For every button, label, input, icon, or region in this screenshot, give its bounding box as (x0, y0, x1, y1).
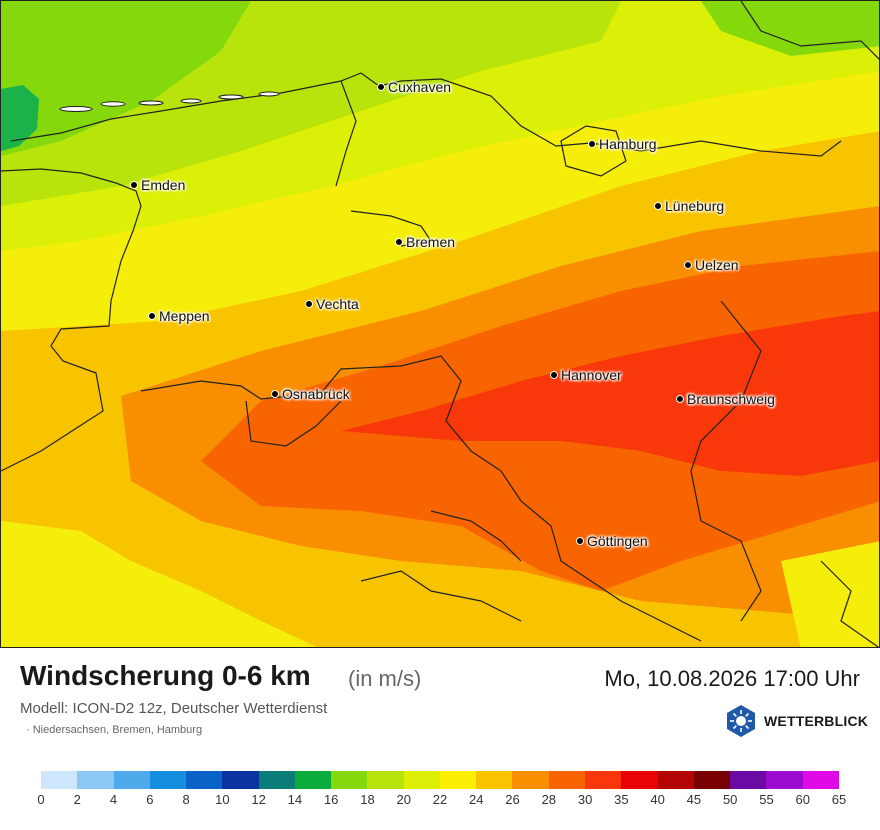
map-canvas (1, 1, 879, 647)
legend-swatch (657, 771, 694, 789)
map-title: Windscherung 0-6 km (20, 660, 311, 691)
legend-swatch (766, 771, 803, 789)
legend-swatch (802, 771, 839, 789)
legend-swatch (693, 771, 731, 789)
city-name: Bremen (406, 234, 456, 250)
legend-tick-label: 0 (37, 792, 45, 807)
legend-swatch (476, 771, 513, 789)
legend-tick-label: 26 (505, 792, 520, 807)
legend-tick-label: 18 (360, 792, 375, 807)
city-name: Hannover (561, 367, 622, 383)
legend-tick-label: 22 (432, 792, 448, 807)
city-label-hamburg: Hamburg (588, 136, 657, 152)
city-label-braunschweig: Braunschweig (676, 391, 775, 407)
city-label-bremen: Bremen (395, 234, 455, 250)
legend-swatch (621, 771, 658, 789)
legend-swatch (331, 771, 368, 789)
city-dot-icon (271, 390, 279, 399)
legend-swatch (367, 771, 404, 789)
city-dot-icon (588, 140, 596, 149)
legend-tick-label: 4 (109, 792, 118, 807)
legend-tick-label: 10 (215, 792, 230, 807)
city-name: Emden (141, 177, 186, 193)
city-name: Braunschweig (687, 391, 775, 407)
city-dot-icon (576, 537, 584, 546)
city-label-göttingen: Göttingen (576, 533, 648, 549)
legend-tick-label: 2 (73, 792, 81, 807)
city-dot-icon (654, 202, 662, 211)
city-name: Uelzen (695, 257, 739, 273)
legend-swatch (222, 771, 259, 789)
city-label-hannover: Hannover (550, 367, 622, 383)
legend-tick-label: 8 (182, 792, 190, 807)
legend-swatch (403, 771, 440, 789)
city-dot-icon (377, 83, 385, 92)
legend-tick-label: 50 (722, 792, 738, 807)
legend-tick-label: 40 (650, 792, 665, 807)
brand-name: WETTERBLICK (764, 713, 869, 729)
legend-tick-label: 35 (614, 792, 629, 807)
city-label-emden: Emden (130, 177, 185, 193)
legend-swatch (41, 771, 78, 789)
city-name: Cuxhaven (388, 79, 452, 95)
legend-swatch (186, 771, 223, 789)
city-dot-icon (130, 181, 138, 190)
city-name: Osnabrück (282, 386, 350, 402)
legend-tick-label: 55 (759, 792, 774, 807)
legend-swatch (258, 771, 295, 789)
legend-tick-label: 30 (577, 792, 593, 807)
city-label-osnabrück: Osnabrück (271, 386, 350, 402)
region-info: · Niedersachsen, Bremen, Hamburg (26, 724, 203, 736)
legend-swatch (77, 771, 114, 789)
legend-tick-label: 12 (251, 792, 266, 807)
legend-tick-label: 14 (287, 792, 303, 807)
wetterblick-logo[interactable]: WETTERBLICK (724, 704, 868, 738)
color-legend (41, 771, 839, 789)
legend-tick-label: 28 (541, 792, 557, 807)
legend-swatch (730, 771, 767, 789)
legend-swatch (149, 771, 187, 789)
legend-swatch (584, 771, 622, 789)
legend-swatch (439, 771, 477, 789)
city-dot-icon (550, 371, 558, 380)
forecast-datetime: Mo, 10.08.2026 17:00 Uhr (604, 666, 860, 691)
city-name: Meppen (159, 308, 210, 324)
legend-labels: 0 2 4 6 8 10 12 14 16 18 20 22 24 26 28 30 35 40 45 50 55 60 6… (0, 792, 880, 808)
city-dot-icon (684, 261, 692, 270)
legend-tick-label: 60 (795, 792, 810, 807)
city-dot-icon (395, 238, 403, 247)
city-dot-icon (148, 312, 156, 321)
legend-tick-label: 45 (686, 792, 702, 807)
legend-swatch (294, 771, 332, 789)
legend-tick-label: 16 (323, 792, 339, 807)
city-label-vechta: Vechta (305, 296, 359, 312)
city-dot-icon (305, 300, 313, 309)
map-unit: (in m/s) (348, 666, 422, 691)
city-label-uelzen: Uelzen (684, 257, 739, 273)
city-name: Hamburg (599, 136, 657, 152)
legend-tick-label: 65 (831, 792, 847, 807)
city-name: Lüneburg (665, 198, 725, 214)
city-label-meppen: Meppen (148, 308, 210, 324)
legend-swatch (548, 771, 585, 789)
city-name: Göttingen (587, 533, 648, 549)
weather-map[interactable]: Cuxhaven Hamburg Emden Lüneburg Bremen Uelzen… (0, 0, 880, 648)
city-label-cuxhaven: Cuxhaven (377, 79, 451, 95)
legend-swatch (113, 771, 150, 789)
city-dot-icon (676, 395, 684, 404)
city-name: Vechta (316, 296, 359, 312)
legend-tick-label: 24 (469, 792, 484, 807)
model-info: Modell: ICON-D2 12z, Deutscher Wetterdie… (20, 700, 328, 717)
legend-swatch (512, 771, 549, 789)
city-label-lüneburg: Lüneburg (654, 198, 724, 214)
legend-tick-label: 6 (146, 792, 154, 807)
legend-tick-label: 20 (396, 792, 411, 807)
sun-snowflake-hexagon-icon (727, 705, 755, 737)
